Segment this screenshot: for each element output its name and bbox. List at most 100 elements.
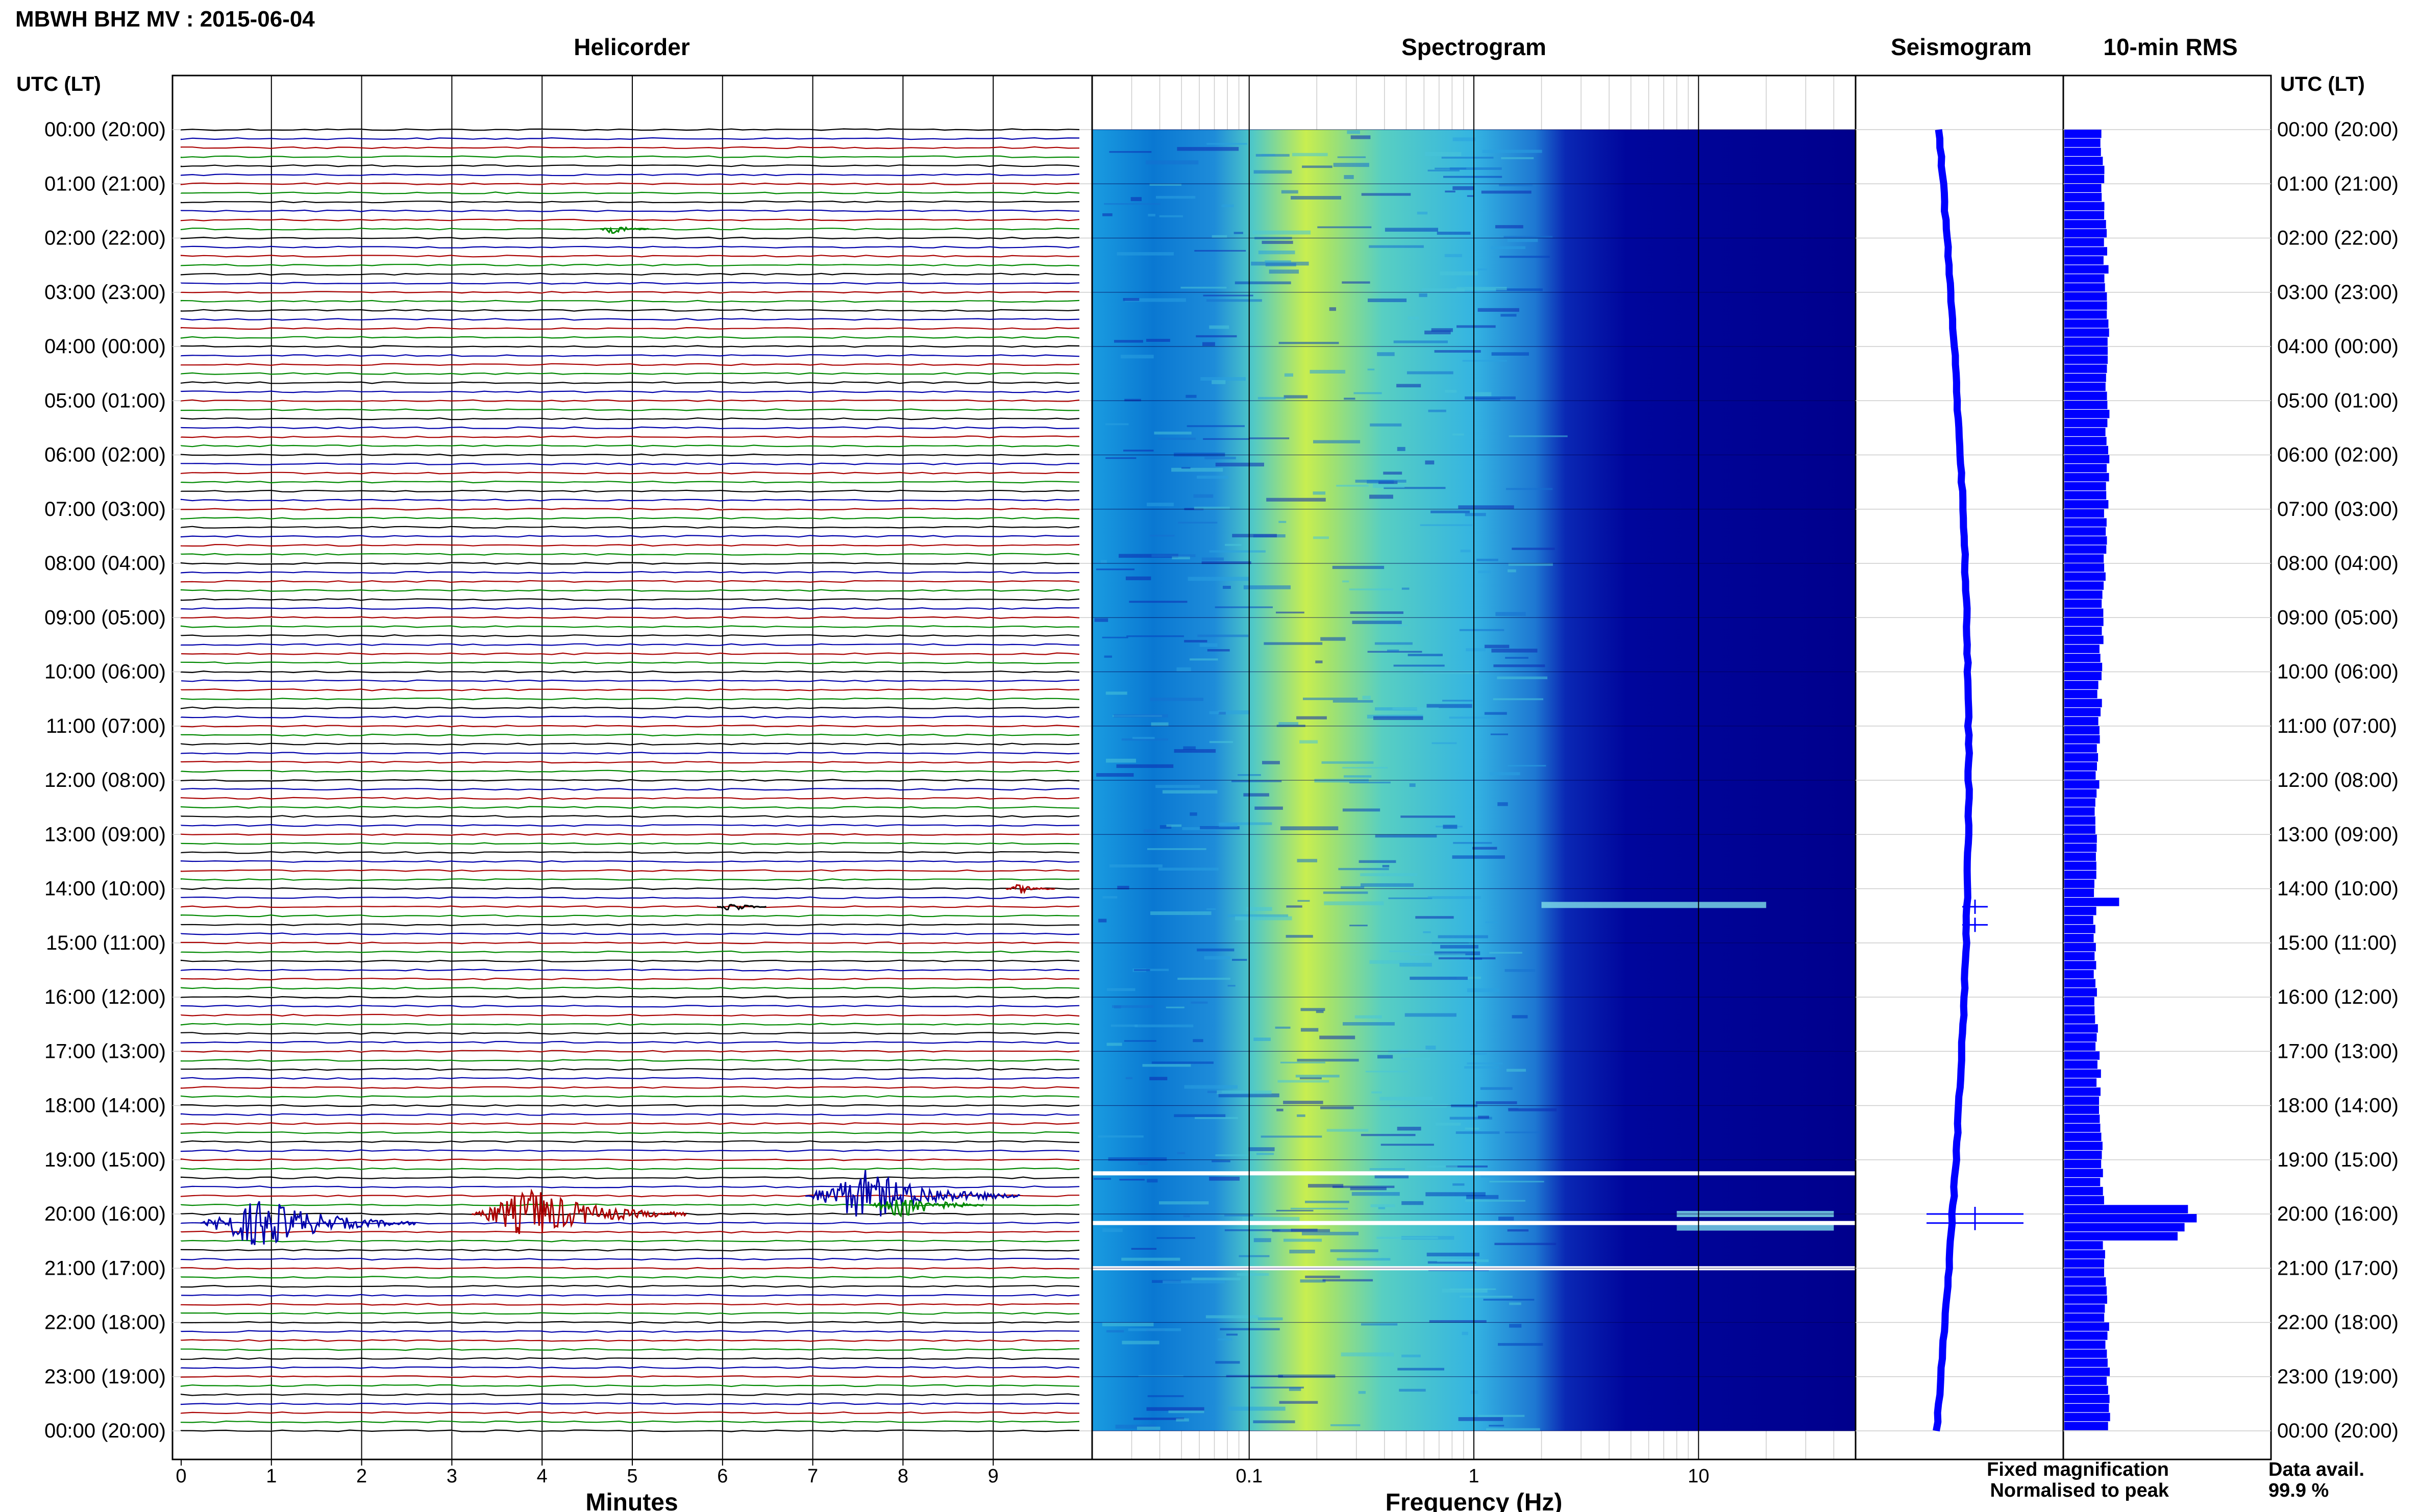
spectrogram-streak [1467,195,1473,197]
spectrogram-streak [1221,204,1234,208]
spectrogram-streak [1380,1144,1434,1146]
time-tick-left: 01:00 (21:00) [44,172,166,195]
spectrogram-streak [1102,1228,1123,1232]
rms-bar [2064,771,2096,780]
spectrogram-streak [1114,340,1143,343]
spectrogram-streak [1190,812,1197,816]
spectrogram-streak [1177,1152,1186,1154]
spectrogram-streak [1301,1231,1359,1235]
spectrogram-streak [1393,664,1445,667]
spectrogram-streak [1508,1108,1557,1111]
trace-row [180,1077,1080,1080]
spectrogram-streak [1330,1249,1378,1252]
spectrogram-streak [1297,1058,1359,1062]
spectrogram-streak [1472,392,1492,396]
spectrogram-streak [1491,649,1538,653]
trace-row [180,706,1080,709]
time-tick-left: 02:00 (22:00) [44,227,166,250]
rms-bar [2064,355,2108,364]
spectrogram-streak [1206,143,1247,145]
spectrogram-streak [1109,151,1152,153]
time-axis-label-left: UTC (LT) [16,73,101,95]
spectrogram-streak [1278,341,1339,344]
time-tick-right: 17:00 (13:00) [2277,1040,2399,1062]
time-tick-right: 02:00 (22:00) [2277,227,2399,250]
spectrogram-streak [1129,601,1188,603]
spectrogram-streak [1387,649,1399,652]
trace-row [180,752,1080,755]
rms-bar [2064,220,2106,229]
spectrogram-streak [1462,1331,1468,1335]
rms-bar [2064,184,2102,192]
spectrogram-streak [1302,165,1332,168]
time-tick-right: 06:00 (02:00) [2277,444,2399,466]
trace-row [180,1339,1080,1342]
rms-bar [2064,147,2101,156]
trace-row [180,1095,1080,1098]
spectrogram-streak [1196,335,1237,338]
rms-bar [2064,211,2105,219]
spectrogram-streak [1361,1323,1398,1326]
spectrogram-streak [1489,952,1522,954]
rms-bar [2064,1422,2108,1430]
spectrogram-streak [1106,988,1136,992]
spectrogram-streak [1397,1368,1444,1371]
spectrogram-streak [1183,1214,1190,1218]
rms-bar [2064,672,2102,680]
spectrogram-streak [1466,1195,1499,1199]
rms-bar [2064,1087,2101,1096]
time-tick-left: 18:00 (14:00) [44,1095,166,1117]
spectrogram-streak [1218,710,1250,714]
spectrogram-streak [1096,773,1134,777]
spectrogram-streak [1452,186,1475,190]
spectrogram-streak [1401,587,1410,590]
spectrogram-streak [1442,1288,1488,1293]
trace-row [180,697,1080,701]
spectrogram-streak [1125,576,1151,581]
spectrogram-streak [1197,476,1228,479]
time-tick-right: 00:00 (20:00) [2277,118,2399,141]
spectrogram-streak [1119,1179,1145,1181]
spectrogram-streak [1509,435,1568,437]
rms-bar [2064,1223,2185,1232]
spectrogram-streak [1452,433,1464,436]
spectrogram-streak [1486,1428,1540,1431]
trace-row [180,282,1080,285]
rms-bar [2064,1178,2101,1186]
trace-row [180,200,1080,204]
spectrogram-texture [1093,130,1834,1431]
spectrogram-streak [1296,716,1327,720]
spectrogram-streak [1440,945,1478,949]
spectrogram-streak [1490,733,1508,735]
spectrogram-streak [1098,1135,1144,1138]
spectrogram-streak [1177,147,1239,151]
rms-bar [2064,915,2093,925]
spectrogram-streak [1508,765,1546,767]
trace-row [180,245,1080,249]
spectrogram-streak [1507,1229,1529,1232]
time-tick-right: 11:00 (07:00) [2277,715,2397,737]
time-tick-right: 12:00 (08:00) [2277,769,2399,791]
spectrogram-streak [1452,1183,1465,1186]
spectrogram-streak [1177,978,1230,980]
spectrogram-streak [1181,467,1191,469]
time-tick-left: 22:00 (18:00) [44,1311,166,1334]
trace-row [180,733,1080,737]
seismic-event [1005,884,1055,895]
seismic-event [869,1199,984,1218]
rms-bar [2064,527,2106,536]
trace-row [180,236,1080,240]
spectrogram-streak [1237,1273,1269,1276]
time-tick-right: 01:00 (21:00) [2277,172,2399,195]
spectrogram-streak [1248,1147,1275,1151]
spectrogram-streak [1389,950,1419,952]
spectrogram-streak [1481,190,1532,194]
spectrogram-streak [1212,235,1227,238]
trace-row [180,977,1080,981]
spectrogram-streak [1478,571,1491,574]
trace-row [180,878,1080,881]
spectrogram-streak [1215,606,1273,608]
spectrogram-streak [1498,1343,1543,1346]
helicorder-x-ticks: 0 1 2 3 4 5 6 7 8 9 [176,1459,999,1487]
spectrogram-streak [1194,506,1230,510]
